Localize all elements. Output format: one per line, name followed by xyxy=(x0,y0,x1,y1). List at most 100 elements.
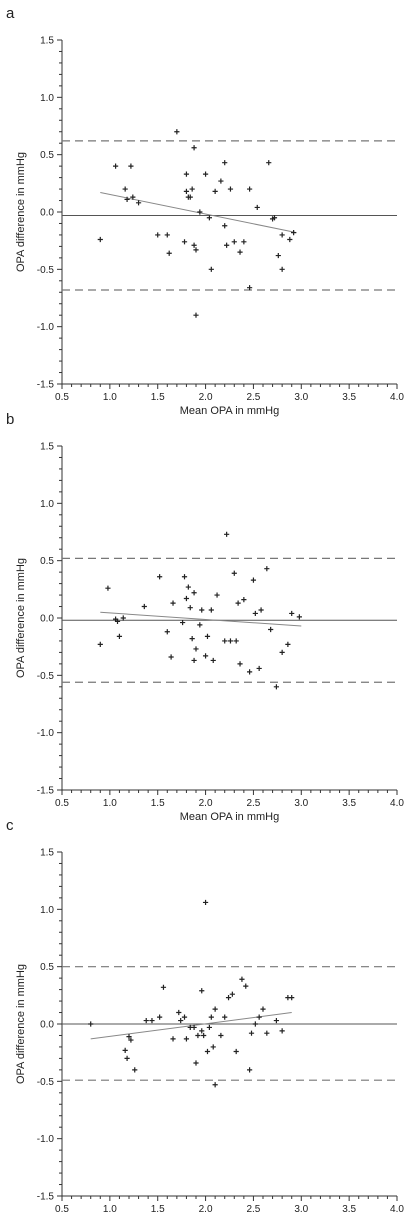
y-tick-label: -0.5 xyxy=(37,265,55,276)
data-point xyxy=(250,577,257,583)
data-point xyxy=(222,1014,228,1020)
y-tick-label: -1.5 xyxy=(37,786,55,797)
data-point xyxy=(279,266,285,272)
data-point xyxy=(195,1032,201,1039)
data-point xyxy=(229,991,235,997)
x-tick-label: 1.5 xyxy=(151,392,165,403)
data-point xyxy=(214,592,220,598)
data-point xyxy=(181,574,188,580)
data-point xyxy=(97,641,103,647)
data-point xyxy=(114,618,121,625)
data-point xyxy=(113,163,119,169)
x-tick-label: 1.0 xyxy=(103,1204,117,1214)
data-point xyxy=(256,665,262,672)
data-point xyxy=(224,531,230,537)
data-point xyxy=(239,976,245,982)
data-point xyxy=(218,1032,224,1039)
x-tick-label: 1.5 xyxy=(151,798,165,809)
data-point xyxy=(275,252,281,259)
data-point xyxy=(199,1028,205,1034)
data-point xyxy=(202,899,209,906)
data-point xyxy=(191,1024,197,1031)
data-point xyxy=(247,285,253,291)
data-point xyxy=(193,247,199,253)
y-tick-label: -1.0 xyxy=(37,728,55,739)
data-point xyxy=(233,1048,239,1055)
data-point xyxy=(252,610,258,617)
data-point xyxy=(204,633,211,639)
data-point xyxy=(191,145,197,151)
data-point xyxy=(168,654,174,660)
data-point xyxy=(189,186,195,192)
x-tick-label: 3.0 xyxy=(294,798,308,809)
data-point xyxy=(160,984,167,990)
data-point xyxy=(105,585,111,591)
data-point xyxy=(289,610,295,617)
data-point xyxy=(285,641,291,647)
data-point xyxy=(180,619,186,626)
data-point xyxy=(218,178,224,184)
data-point xyxy=(128,163,134,169)
data-point xyxy=(258,607,264,613)
data-point xyxy=(231,570,237,576)
data-point xyxy=(135,200,142,206)
data-point xyxy=(222,638,228,644)
data-point xyxy=(227,186,234,192)
data-point xyxy=(208,266,214,272)
data-point xyxy=(141,603,147,610)
data-point xyxy=(120,615,126,621)
data-point xyxy=(197,622,203,628)
data-point xyxy=(204,1048,211,1055)
data-point xyxy=(291,230,297,236)
data-point xyxy=(130,194,136,200)
data-point xyxy=(222,223,228,229)
data-point xyxy=(149,1017,155,1024)
y-axis-title: OPA difference in mmHg xyxy=(15,964,27,1084)
panel-letter: c xyxy=(6,817,14,834)
data-point xyxy=(170,1036,176,1042)
data-point xyxy=(178,1017,184,1024)
data-point xyxy=(197,209,203,215)
data-point xyxy=(88,1021,94,1027)
x-tick-label: 2.0 xyxy=(199,392,213,403)
data-point xyxy=(170,600,176,606)
x-axis-title: Mean OPA in mmHg xyxy=(180,405,279,417)
data-point xyxy=(279,1028,285,1034)
data-point xyxy=(212,1082,218,1088)
panel-letter: b xyxy=(6,411,14,428)
data-point xyxy=(164,629,170,635)
data-point xyxy=(241,239,247,245)
data-point xyxy=(202,653,209,659)
data-point xyxy=(199,607,205,613)
x-tick-label: 2.0 xyxy=(199,798,213,809)
data-point xyxy=(191,657,197,664)
x-axis-title: Mean OPA in mmHg xyxy=(180,811,279,823)
x-tick-label: 4.0 xyxy=(390,798,404,809)
y-tick-label: 0.5 xyxy=(40,150,54,161)
x-tick-label: 2.0 xyxy=(199,1204,213,1214)
data-point xyxy=(237,249,243,255)
data-point xyxy=(241,597,247,603)
x-tick-label: 0.5 xyxy=(55,798,69,809)
data-point xyxy=(273,1017,279,1024)
y-tick-label: 0.5 xyxy=(40,556,54,567)
data-point xyxy=(254,204,260,211)
y-tick-label: 0.0 xyxy=(40,614,54,625)
x-tick-label: 3.0 xyxy=(294,392,308,403)
data-point xyxy=(191,242,197,248)
panel-b: b1.51.00.50.0-0.5-1.0-1.50.5 1.0 1.5 2.0 2.5… xyxy=(6,411,404,823)
data-point xyxy=(126,1034,132,1040)
data-point xyxy=(164,232,170,238)
data-point xyxy=(208,607,214,613)
data-point xyxy=(187,605,193,611)
data-point xyxy=(181,239,188,245)
data-point xyxy=(193,1060,199,1066)
data-point xyxy=(155,232,161,238)
data-point xyxy=(243,983,249,989)
x-tick-label: 3.5 xyxy=(342,392,356,403)
regression-line xyxy=(100,611,302,627)
x-tick-label: 1.0 xyxy=(103,798,117,809)
y-tick-label: -1.0 xyxy=(37,1134,55,1145)
x-tick-label: 0.5 xyxy=(55,392,69,403)
y-tick-label: -1.5 xyxy=(37,380,55,391)
